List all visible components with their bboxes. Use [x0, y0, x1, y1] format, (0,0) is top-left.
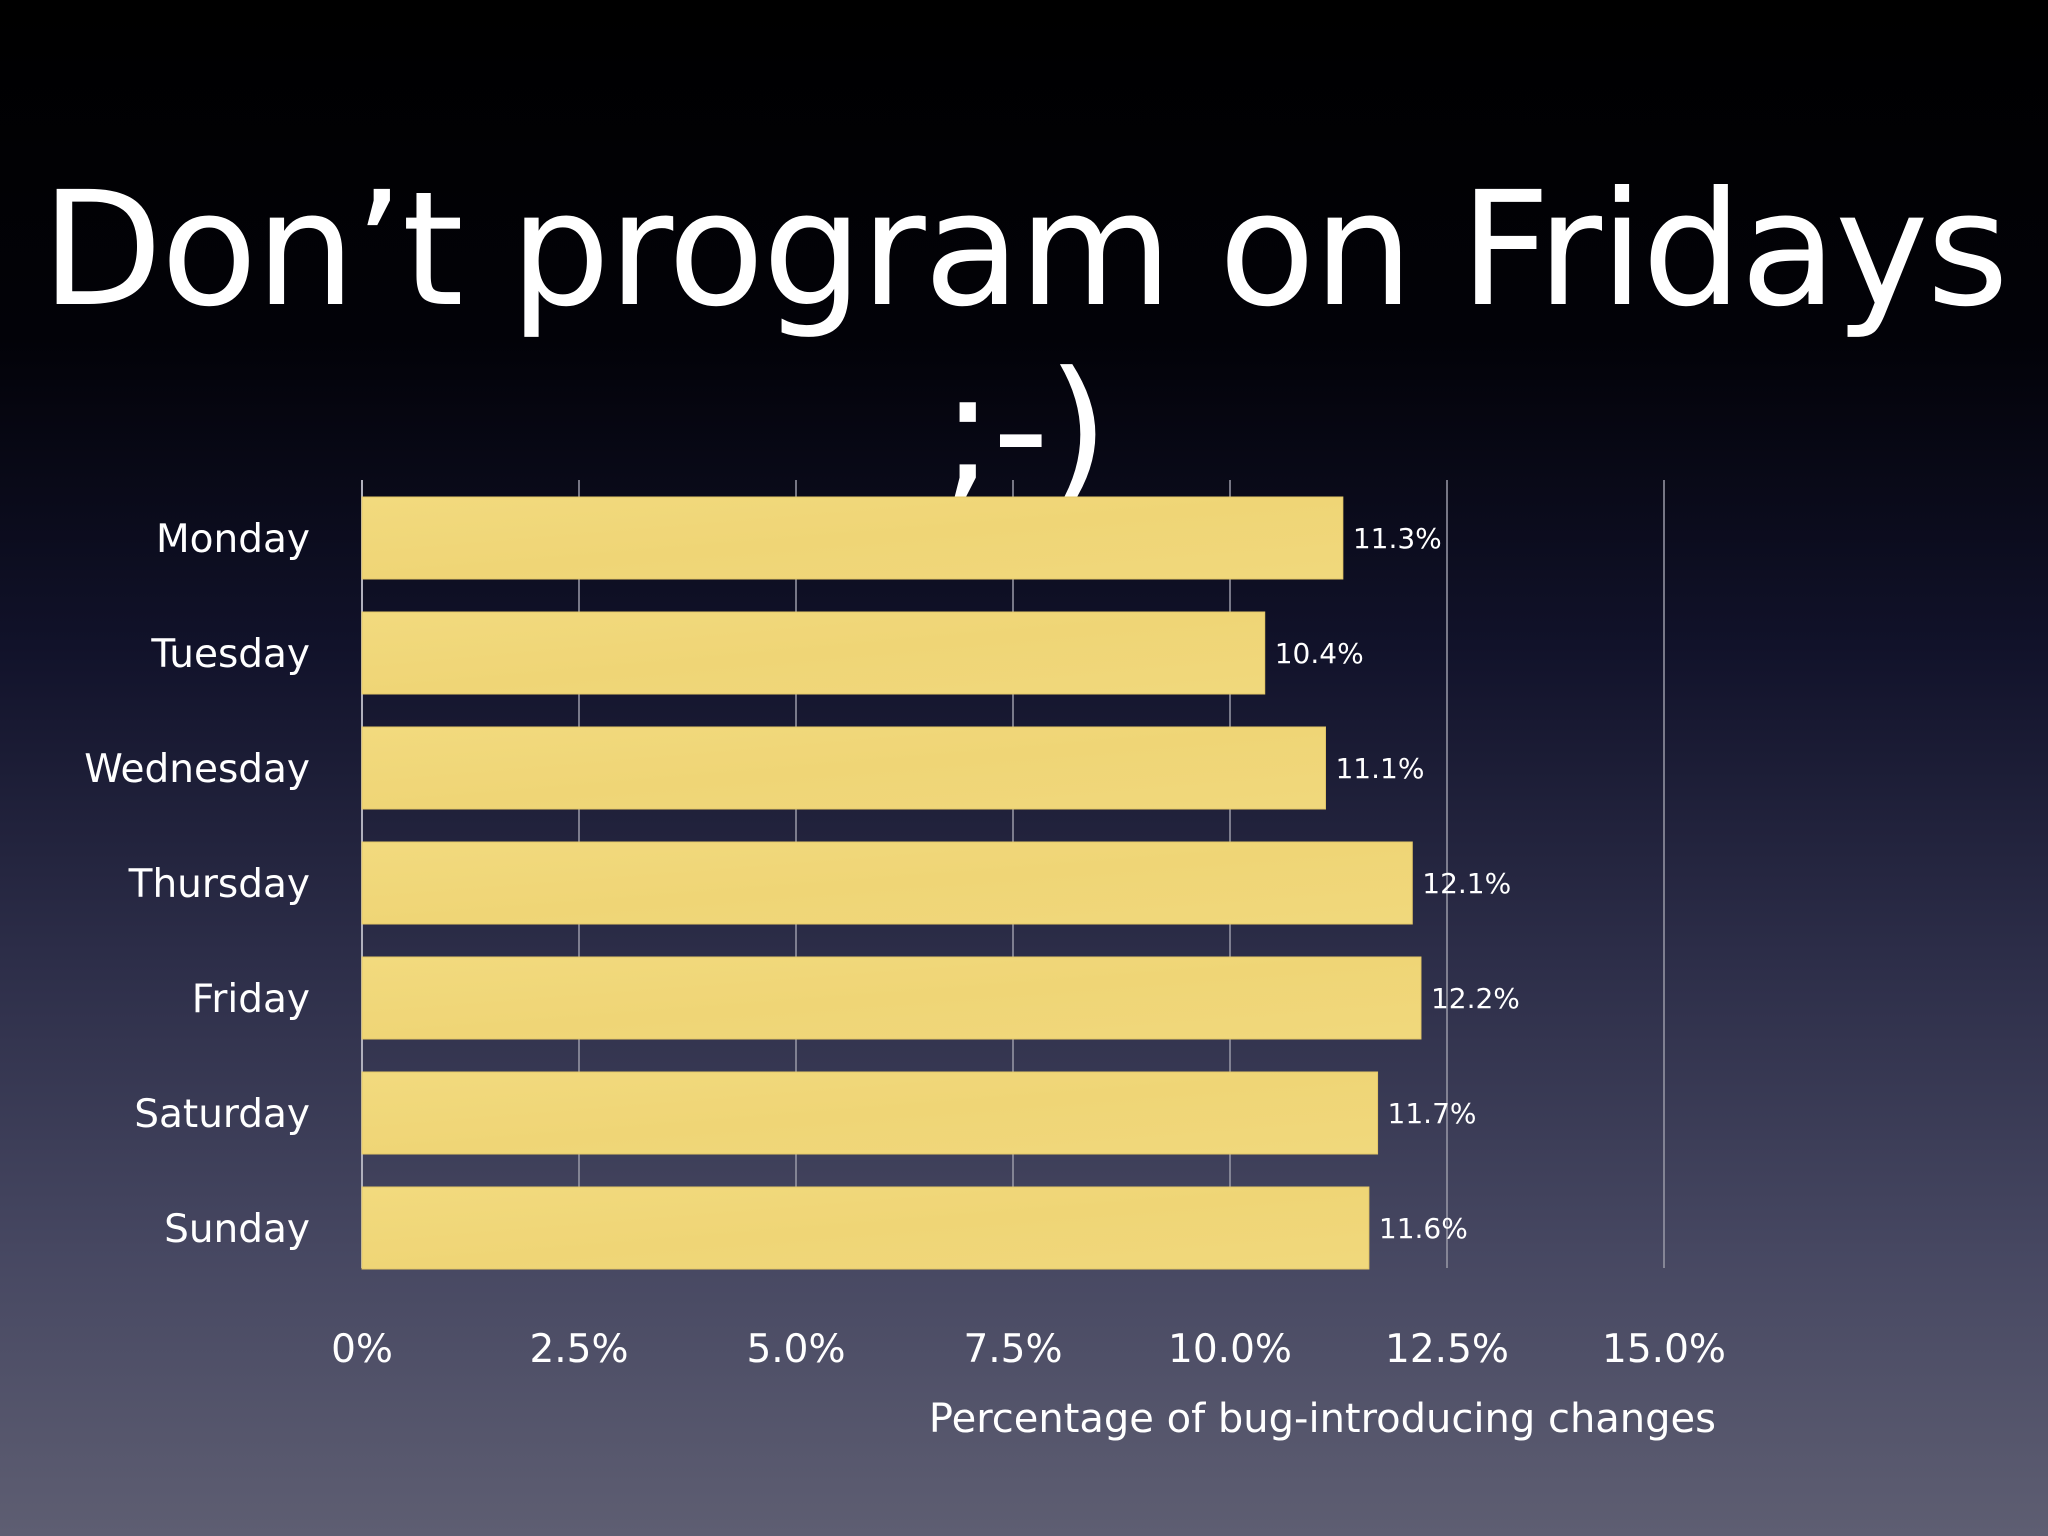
- x-tick-labels: 0% 2.5% 5.0% 7.5% 10.0% 12.5% 15.0%: [331, 1327, 1726, 1372]
- value-label: 11.1%: [1335, 752, 1424, 785]
- value-label: 12.1%: [1422, 867, 1511, 900]
- category-label: Tuesday: [150, 632, 310, 677]
- category-label: Saturday: [134, 1092, 310, 1137]
- bar-saturday: [361, 1071, 1379, 1155]
- bar-wednesday: [361, 726, 1326, 810]
- bar-thursday: [361, 841, 1413, 925]
- x-tick-label: 15.0%: [1602, 1327, 1726, 1372]
- category-labels: Monday Tuesday Wednesday Thursday Friday Satu…: [84, 517, 310, 1252]
- x-tick-label: 2.5%: [529, 1327, 628, 1372]
- bar-friday: [361, 956, 1422, 1040]
- bars: [361, 496, 1422, 1270]
- category-label: Friday: [192, 977, 310, 1022]
- category-label: Monday: [156, 517, 310, 562]
- x-axis-label: Percentage of bug-introducing changes: [929, 1396, 1716, 1442]
- category-label: Sunday: [164, 1207, 310, 1252]
- value-label: 11.7%: [1388, 1097, 1477, 1130]
- category-label: Thursday: [128, 862, 310, 907]
- value-label: 12.2%: [1431, 982, 1520, 1015]
- category-label: Wednesday: [84, 747, 310, 792]
- x-tick-label: 0%: [331, 1327, 393, 1372]
- bar-monday: [361, 496, 1344, 580]
- x-tick-label: 10.0%: [1168, 1327, 1292, 1372]
- bar-sunday: [361, 1186, 1370, 1270]
- value-label: 11.3%: [1353, 522, 1442, 555]
- value-labels: 11.3% 10.4% 11.1% 12.1% 12.2% 11.7% 11.6%: [1275, 522, 1520, 1245]
- slide-title: Don’t program on Fridays ;-): [41, 158, 2009, 522]
- bar-tuesday: [361, 611, 1266, 695]
- value-label: 10.4%: [1275, 637, 1364, 670]
- x-tick-label: 7.5%: [963, 1327, 1062, 1372]
- x-tick-label: 12.5%: [1385, 1327, 1509, 1372]
- value-label: 11.6%: [1379, 1212, 1468, 1245]
- x-tick-label: 5.0%: [746, 1327, 845, 1372]
